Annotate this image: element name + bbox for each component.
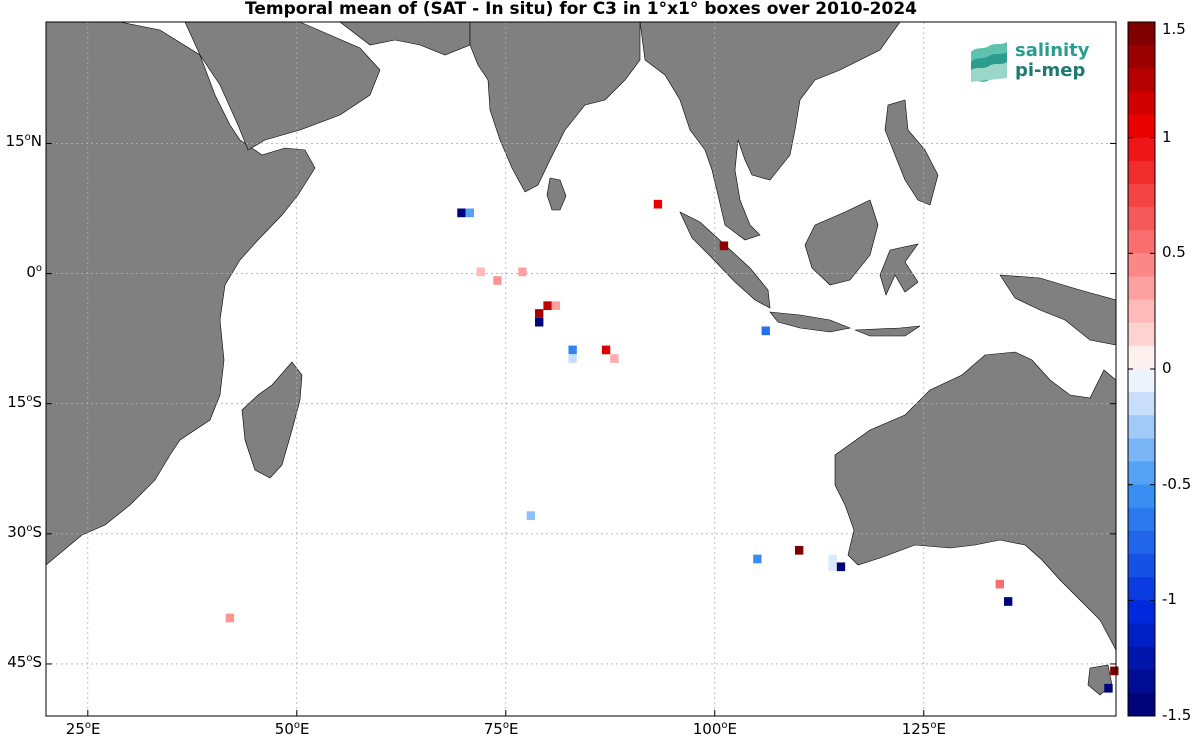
- lat-tick-label: 15oN: [5, 132, 42, 151]
- colorbar-segment: [1128, 207, 1155, 231]
- land-new-guinea: [999, 274, 1117, 346]
- data-cell: [225, 613, 235, 623]
- data-cell: [476, 267, 485, 277]
- data-cell: [1104, 683, 1113, 693]
- lon-tick-label: 25oE: [65, 720, 101, 738]
- colorbar-segment: [1128, 577, 1155, 601]
- data-cell: [828, 562, 837, 572]
- logo-text-salinity: salinity: [1015, 40, 1090, 61]
- colorbar-segment: [1128, 646, 1155, 671]
- data-cell: [995, 579, 1004, 589]
- data-cell: [761, 326, 770, 336]
- data-cell: [828, 554, 837, 564]
- lon-tick-label: 100oE: [692, 720, 737, 738]
- data-cell: [719, 241, 729, 251]
- colorbar-tick-label: 0.5: [1162, 243, 1186, 262]
- colorbar-segment: [1128, 484, 1155, 509]
- data-cell: [1110, 666, 1119, 676]
- land-masses: [45, 21, 1117, 696]
- colorbar-segment: [1128, 137, 1155, 162]
- waves-icon: [971, 42, 1007, 82]
- logo-text-pi-mep: pi-mep: [1015, 60, 1086, 81]
- data-cells: [225, 199, 1119, 693]
- land-philippines: [884, 99, 939, 206]
- lat-tick-label: 45oS: [7, 652, 42, 671]
- colorbar-segment: [1128, 554, 1155, 578]
- colorbar-segment: [1128, 45, 1155, 69]
- data-cell: [568, 345, 577, 355]
- data-cell: [526, 511, 536, 520]
- colorbar-segment: [1128, 415, 1155, 439]
- data-cell: [518, 267, 527, 277]
- land-madagascar: [241, 361, 303, 479]
- colorbar-segment: [1128, 369, 1155, 393]
- lat-tick-label: 15oS: [7, 392, 42, 411]
- colorbar-tick-label: -1: [1162, 590, 1177, 609]
- land-india: [469, 21, 641, 193]
- land-borneo: [804, 199, 879, 286]
- colorbar-segment: [1128, 253, 1155, 277]
- land-southeast-asia: [639, 21, 901, 241]
- colorbar-segment: [1128, 461, 1155, 486]
- colorbar-segment: [1128, 91, 1155, 116]
- data-cell: [601, 345, 611, 355]
- lon-tick-label: 75oE: [483, 720, 519, 738]
- data-cell: [610, 354, 619, 363]
- data-cell: [551, 301, 561, 311]
- land-sulawesi: [879, 243, 919, 296]
- logo-salinity-pi-mep: salinity pi-mep: [967, 40, 1097, 86]
- data-cell: [465, 208, 474, 218]
- colorbar-segment: [1128, 276, 1155, 301]
- lat-tick-label: 30oS: [7, 522, 42, 541]
- data-cell: [1003, 597, 1013, 606]
- colorbar-segment: [1128, 669, 1155, 694]
- land-sri-lanka: [546, 177, 567, 211]
- colorbar-segment: [1128, 68, 1155, 92]
- colorbar-segment: [1128, 530, 1155, 555]
- colorbar-tick-label: -0.5: [1162, 474, 1192, 493]
- data-cell: [457, 208, 466, 218]
- lon-tick-label: 125oE: [901, 720, 946, 738]
- colorbar-segment: [1128, 230, 1155, 254]
- land-java: [769, 311, 852, 333]
- lat-tick-label: 0o: [26, 262, 42, 281]
- data-cell: [653, 199, 663, 209]
- colorbar-segment: [1128, 623, 1155, 648]
- data-cell: [493, 276, 502, 285]
- data-cell: [543, 301, 552, 311]
- colorbar-tick-label: 1.5: [1162, 20, 1186, 38]
- land-africa: [45, 21, 316, 566]
- land-arabia: [184, 21, 381, 151]
- colorbar-segment: [1128, 507, 1155, 532]
- colorbar-segment: [1128, 438, 1155, 463]
- land-sumatra: [679, 211, 771, 309]
- colorbar-tick-label: -1.5: [1162, 706, 1192, 724]
- colorbar-segment: [1128, 392, 1155, 416]
- data-cell: [535, 317, 544, 327]
- data-cell: [795, 545, 804, 555]
- colorbar-segment: [1128, 322, 1155, 347]
- graticule: [46, 22, 1116, 716]
- colorbar-segment: [1128, 345, 1155, 370]
- data-cell: [568, 354, 577, 363]
- map-frame: [45, 21, 1117, 717]
- data-cell: [535, 309, 544, 318]
- colorbar-segment: [1128, 160, 1155, 185]
- data-cell: [836, 562, 846, 572]
- colorbar-segment: [1128, 692, 1155, 717]
- lon-tick-label: 50oE: [274, 720, 310, 738]
- land-australia: [834, 351, 1117, 651]
- land-lesser-sunda: [854, 325, 921, 337]
- data-cell: [753, 554, 762, 564]
- chart-title: Temporal mean of (SAT - In situ) for C3 …: [245, 0, 917, 19]
- colorbar-segment: [1128, 114, 1155, 139]
- colorbar-segment: [1128, 600, 1155, 624]
- colorbar-segment: [1128, 22, 1155, 46]
- colorbar-tick-label: 0: [1162, 359, 1172, 377]
- colorbar-segment: [1128, 299, 1155, 324]
- colorbar-tick-label: 1: [1162, 127, 1172, 146]
- colorbar: [1127, 21, 1156, 717]
- colorbar-segment: [1128, 183, 1155, 208]
